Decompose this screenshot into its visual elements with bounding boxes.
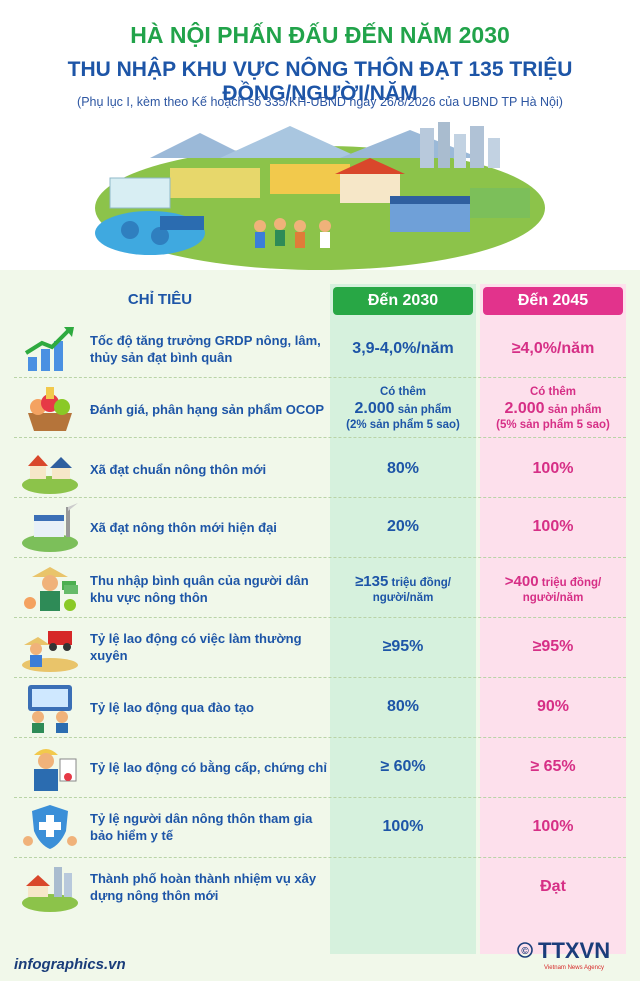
row-divider xyxy=(14,857,626,858)
copyright-symbol: © xyxy=(521,946,529,957)
title-line2: THU NHẬP KHU VỰC NÔNG THÔN ĐẠT 135 TRIỆU… xyxy=(67,58,573,105)
ttxvn-logo: © TTXVN Vietnam News Agency xyxy=(517,938,610,971)
certificate-worker-icon xyxy=(34,749,77,791)
value-2045-prefix: Có thêm xyxy=(530,386,576,398)
city-village-icon xyxy=(22,867,78,912)
row-label: Đánh giá, phân hạng sản phẩm OCOP xyxy=(90,401,325,417)
value-2045: 100% xyxy=(532,818,574,835)
value-2030-number: ≥135 xyxy=(355,572,389,590)
row-divider xyxy=(14,617,626,618)
title-line1: HÀ NỘI PHẤN ĐẤU ĐẾN NĂM 2030 xyxy=(130,22,510,48)
value-2030: 3,9-4,0%/năm xyxy=(352,340,454,357)
value-2030: 100% xyxy=(382,818,424,835)
value-2045-note: (5% sản phẩm 5 sao) xyxy=(496,419,610,431)
value-2030-unit: sản phẩm xyxy=(394,404,452,416)
value-2030: ≥95% xyxy=(382,638,424,655)
value-2045: 100% xyxy=(532,518,574,535)
rural-landscape-illustration xyxy=(95,122,545,270)
table-row: Xã đạt nông thôn mới hiện đại 20% 100% xyxy=(10,499,626,555)
row-divider xyxy=(14,497,626,498)
modern-village-icon xyxy=(22,503,78,552)
header: HÀ NỘI PHẤN ĐẤU ĐẾN NĂM 2030 THU NHẬP KH… xyxy=(0,0,640,270)
logo-text: TTXVN xyxy=(538,938,610,963)
value-2045: ≥ 65% xyxy=(530,758,576,775)
training-icon xyxy=(28,685,72,733)
table-row: Tỷ lệ lao động có việc làm thường xuyên … xyxy=(10,619,626,675)
row-divider xyxy=(14,377,626,378)
header-2030: Đến 2030 xyxy=(333,287,473,315)
row-label: Tỷ lệ lao động có bằng cấp, chứng chỉ xyxy=(90,759,327,775)
row-label: Tỷ lệ lao động có việc làm thường xuyên xyxy=(90,631,302,663)
table-row: Tỷ lệ lao động có bằng cấp, chứng chỉ ≥ … xyxy=(10,739,626,795)
row-divider xyxy=(14,797,626,798)
value-2045: ≥4,0%/năm xyxy=(511,340,595,357)
row-label: Xã đạt chuẩn nông thôn mới xyxy=(90,461,267,477)
value-2045: ≥95% xyxy=(532,638,574,655)
row-label: Tỷ lệ người dân nông thôn tham gia bảo h… xyxy=(90,811,313,843)
farmer-income-icon xyxy=(24,567,78,611)
ocop-produce-icon xyxy=(28,387,72,431)
logo-subtext: Vietnam News Agency xyxy=(544,965,604,971)
value-2030-number: 2.000 xyxy=(354,400,395,417)
value-2045: Đạt xyxy=(540,878,566,895)
value-2030-prefix: Có thêm xyxy=(380,386,426,398)
value-2030-note: (2% sản phẩm 5 sao) xyxy=(346,419,460,431)
table-row: Tỷ lệ người dân nông thôn tham gia bảo h… xyxy=(10,799,626,855)
table-row: Đánh giá, phân hạng sản phẩm OCOP Có thê… xyxy=(10,381,626,437)
harvest-worker-icon xyxy=(22,631,78,672)
value-2045-number: 2.000 xyxy=(504,400,545,417)
row-divider xyxy=(14,557,626,558)
header-2045: Đến 2045 xyxy=(483,287,623,315)
row-divider xyxy=(14,737,626,738)
table-row: Thành phố hoàn thành nhiệm vụ xây dựng n… xyxy=(10,859,626,915)
value-2045: 90% xyxy=(536,698,570,715)
growth-chart-icon xyxy=(24,327,74,371)
village-icon xyxy=(22,455,78,494)
value-2045-unit: triệu đồng/ xyxy=(538,576,602,589)
row-divider xyxy=(14,677,626,678)
health-insurance-icon xyxy=(23,805,77,849)
value-2030: 80% xyxy=(386,460,420,477)
row-label: Xã đạt nông thôn mới hiện đại xyxy=(90,519,277,535)
value-2045-unit2: người/năm xyxy=(522,591,584,604)
table-row: Tốc độ tăng trưởng GRDP nông, lâm, thủy … xyxy=(10,321,626,377)
row-label: Tỷ lệ lao động qua đào tạo xyxy=(90,699,254,715)
value-2045-number: >400 xyxy=(504,572,539,590)
value-2030: 20% xyxy=(386,518,420,535)
table-row: Thu nhập bình quân của người dân khu vực… xyxy=(10,561,626,617)
row-divider xyxy=(14,437,626,438)
column-2045-background xyxy=(480,284,626,954)
footer-site-link[interactable]: infographics.vn xyxy=(14,956,126,973)
row-label: Thu nhập bình quân của người dân khu vực… xyxy=(90,573,309,605)
value-2045: 100% xyxy=(532,460,574,477)
subtitle: (Phụ lục I, kèm theo Kế hoạch số 335/KH-… xyxy=(77,95,563,109)
table-row: Xã đạt chuẩn nông thôn mới 80% 100% xyxy=(10,441,626,497)
row-label: Thành phố hoàn thành nhiệm vụ xây dựng n… xyxy=(90,871,317,903)
value-2030: ≥ 60% xyxy=(380,758,426,775)
column-2030-background xyxy=(330,284,476,954)
value-2030: 80% xyxy=(386,698,420,715)
row-label: Tốc độ tăng trưởng GRDP nông, lâm, thủy … xyxy=(90,333,321,365)
value-2045-unit: sản phẩm xyxy=(544,404,602,416)
table-row: Tỷ lệ lao động qua đào tạo 80% 90% xyxy=(10,679,626,735)
value-2030-unit: triệu đồng/ xyxy=(388,576,451,589)
header-indicator: CHỈ TIÊU xyxy=(127,291,193,308)
value-2030-unit2: người/năm xyxy=(372,591,434,604)
